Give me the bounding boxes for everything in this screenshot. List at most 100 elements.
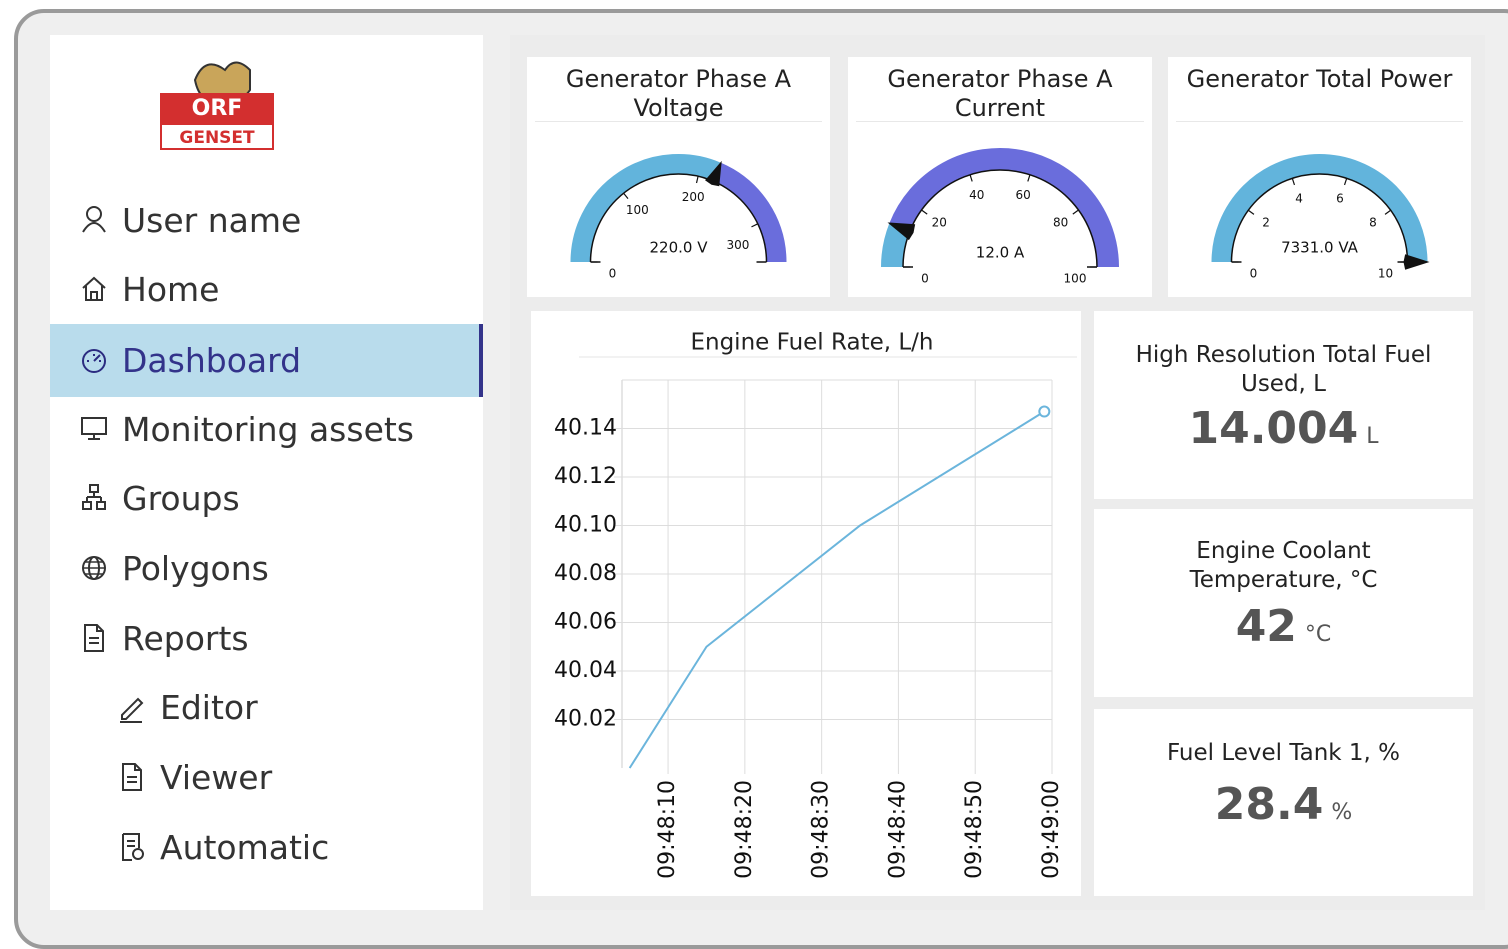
nav-item[interactable]: Groups [50,463,483,533]
nav-label: Monitoring assets [122,409,415,449]
gauge-dial [589,173,768,263]
nav-item[interactable]: Dashboard [50,324,483,397]
gauge-range [712,162,787,263]
x-tick-label: 09:48:10 [655,780,680,879]
y-tick-label: 40.04 [554,658,617,683]
gauge-card: Generator Phase A Current 0 20 40 60 80 100 12.… [848,57,1152,297]
unit: °C [1304,622,1332,647]
nav-icon [81,417,107,440]
card-value: 28.4% [1094,779,1473,830]
gauge-fill [570,154,721,263]
nav-icon [82,206,106,233]
nav-icon [84,624,104,652]
gauge-tick-label: 8 [1369,216,1377,230]
gauge-tick-label: 0 [609,267,617,281]
gauge-tick-label: 300 [727,238,750,252]
nav-label: Groups [122,478,240,518]
x-tick-label: 09:49:00 [1039,780,1064,879]
gauge-tick [1027,174,1031,182]
value: 14.004 [1188,403,1359,454]
gauge-tick-label: 10 [1378,267,1393,281]
gauge-tick [1291,178,1296,186]
gauge-fill [881,223,910,268]
chart-title: Engine Fuel Rate, L/h [690,330,933,356]
gauge-tick-label: 0 [921,272,929,286]
gauge: 0 20 40 60 80 100 12.0 A [881,148,1119,286]
gauge-tick [1072,209,1079,215]
nav-item[interactable]: Automatic [50,812,483,882]
nav-label: Editor [160,687,258,727]
value: 28.4 [1214,779,1324,830]
y-tick-label: 40.06 [554,610,617,635]
nav-item[interactable]: Reports [50,603,483,673]
nav-label: User name [122,200,302,240]
card-value: 42 °C [1094,601,1473,652]
gauge-needle [1403,254,1430,270]
nav-label: Polygons [122,548,269,588]
gauge-tick-label: 100 [626,203,649,217]
y-tick-label: 40.10 [554,513,617,538]
chart-card: Engine Fuel Rate, L/h 40.02 40.04 40.06 40.0… [531,311,1081,896]
gauge-value: 220.0 V [650,239,709,257]
nav-icon [82,556,106,580]
gauge-tick-label: 20 [932,215,947,229]
nav-icon [122,833,144,861]
gauge-card: Generator Phase A Voltage 0 100 200 300 220.0… [527,57,830,297]
y-tick-label: 40.08 [554,561,617,586]
card-title: Fuel Level Tank 1, % [1166,740,1401,766]
nav-icon [122,763,142,791]
gauge-title: Generator Phase A Voltage [565,65,792,122]
nav-label: Automatic [160,827,330,867]
x-tick-label: 09:48:30 [809,780,834,879]
gauge-title: Generator Total Power [1186,65,1453,93]
nav-icon [82,348,106,373]
nav-label: Home [122,269,220,309]
logo: ORF GENSET [160,61,274,150]
nav-item[interactable]: Polygons [50,533,483,603]
gauge-tick [1247,209,1255,215]
nav-item[interactable]: User name [50,185,483,255]
gauge-tick-label: 80 [1053,215,1068,229]
value-card: Fuel Level Tank 1, % 28.4% [1094,709,1473,896]
gauge-tick-label: 100 [1064,272,1087,286]
separator [535,121,822,122]
x-tick-label: 09:48:40 [885,780,910,879]
gauge-value: 12.0 A [976,244,1025,262]
gauge-tick [1384,209,1392,215]
chart: Engine Fuel Rate, L/h 40.02 40.04 40.06 40.0… [554,330,1077,879]
gauge-tick-label: 200 [682,190,705,204]
line-series [628,410,1045,769]
y-tick-label: 40.12 [554,464,617,489]
gauge-tick [751,223,759,228]
separator [1176,121,1463,122]
sidebar: ORF GENSET User name Home Dashboard Monitor… [50,35,483,910]
nav-item[interactable]: Editor [50,672,483,742]
gauge: 0 100 200 300 220.0 V [570,154,787,281]
gauge-tick [921,209,928,215]
nav-item[interactable]: Viewer [50,742,483,812]
gauge-tick-label: 2 [1262,216,1270,230]
gauge-tick-label: 6 [1336,192,1344,206]
gauge-title: Generator Phase A Current [887,65,1113,122]
nav-icon [82,484,106,510]
gauge-needle [705,160,722,187]
gauge-tick [1343,178,1348,186]
gauge-tick [969,174,973,182]
logo-brand: ORF [192,96,243,121]
value-card: High Resolution Total Fuel Used, L 14.004… [1094,311,1473,499]
gauge-tick [623,192,629,200]
card-title: High Resolution Total Fuel Used, L [1135,342,1432,397]
x-tick-label: 09:48:20 [732,780,757,879]
gauge-card: Generator Total Power 0 2 4 6 8 10 7331.0 VA [1168,57,1471,297]
unit: L [1366,424,1379,449]
y-tick-label: 40.14 [554,416,617,441]
dashboard: Generator Phase A Voltage 0 100 200 300 220.0… [510,35,1485,910]
page: ORF GENSET User name Home Dashboard Monitor… [14,9,1508,949]
gauge-tick-label: 40 [969,188,984,202]
card-value: 14.004 L [1094,403,1473,454]
gauge-dial [1230,173,1409,263]
x-tick-label: 09:48:50 [962,780,987,879]
nav-label: Viewer [160,757,273,797]
nav-item[interactable]: Home [50,254,483,324]
nav-item[interactable]: Monitoring assets [50,394,483,464]
